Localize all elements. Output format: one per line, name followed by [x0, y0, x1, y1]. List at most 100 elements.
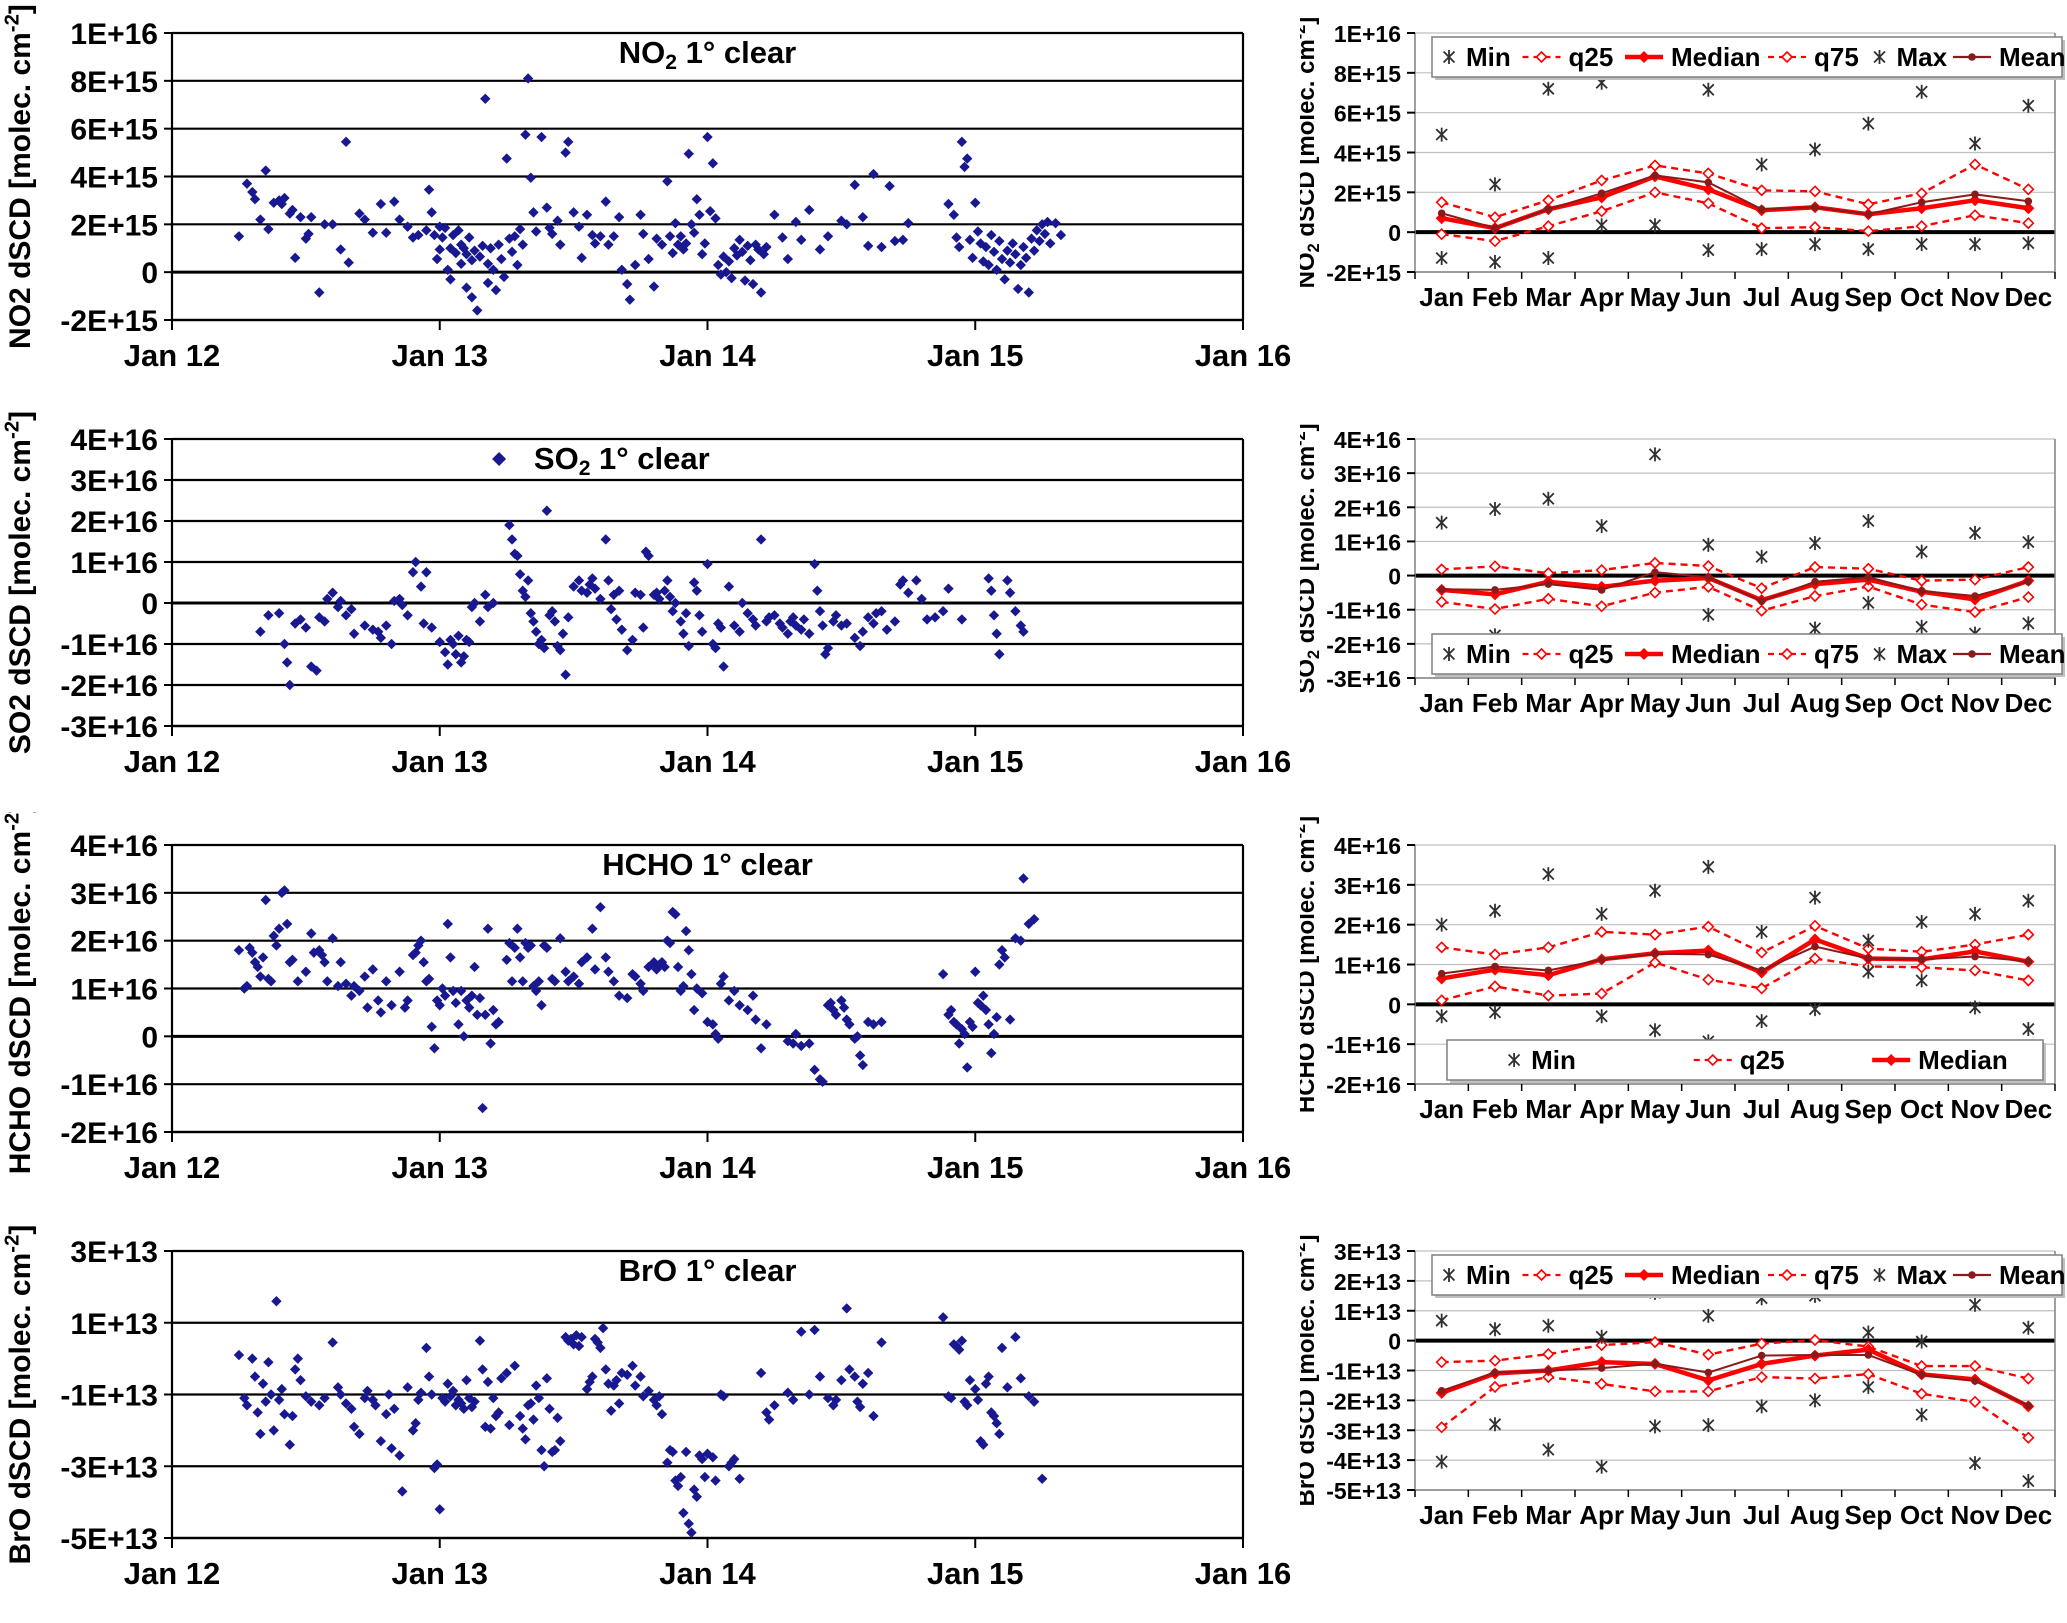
diamond-marker — [381, 227, 392, 238]
x-tick-label: Jan 16 — [1195, 1556, 1292, 1591]
diamond-marker — [279, 192, 290, 204]
legend-entry-min: Min — [1442, 639, 1511, 669]
legend-entry-mean: Mean — [1953, 42, 2065, 72]
diamond-marker — [241, 178, 253, 189]
diamond-marker — [506, 976, 518, 987]
diamond-marker — [247, 1353, 258, 1364]
diamond-marker — [903, 587, 914, 598]
month-label: Apr — [1579, 282, 1624, 312]
diamond-marker — [1915, 598, 1928, 611]
diamond-marker — [421, 567, 432, 578]
star-marker — [2022, 1320, 2035, 1335]
diamond-marker — [1595, 174, 1608, 187]
star-marker — [1755, 549, 1768, 564]
diamond-marker — [466, 1401, 478, 1413]
diamond-marker — [1780, 1268, 1794, 1282]
star-marker — [1862, 595, 1875, 610]
diamond-marker — [729, 985, 740, 997]
diamond-marker — [686, 968, 697, 980]
diamond-marker — [1028, 245, 1040, 256]
circle-marker — [1704, 573, 1713, 582]
circle-marker — [1971, 592, 1979, 600]
series-line — [1441, 585, 2029, 614]
y-axis-title: SO2 dSCD [molec. cm-2] — [2, 411, 37, 754]
diamond-marker — [983, 259, 994, 271]
diamond-marker — [252, 1407, 263, 1418]
diamond-marker — [445, 952, 456, 963]
star-marker — [1968, 1297, 1982, 1312]
diamond-marker — [455, 258, 467, 269]
diamond-marker — [573, 978, 585, 989]
diamond-marker — [710, 1475, 721, 1486]
diamond-marker — [978, 990, 989, 1001]
y-tick-label: -1E+16 — [1326, 598, 1401, 624]
diamond-marker — [809, 1324, 820, 1336]
star-marker — [1702, 243, 1715, 258]
star-marker — [2022, 1022, 2035, 1037]
diamond-marker — [734, 234, 745, 246]
diamond-marker — [1648, 956, 1662, 969]
month-label: Nov — [1950, 688, 2000, 718]
diamond-marker — [501, 153, 512, 164]
y-tick-label: 1E+16 — [1334, 953, 1401, 979]
diamond-marker — [538, 1461, 550, 1472]
circle-marker — [1811, 1351, 1819, 1359]
month-label: Jul — [1743, 1094, 1781, 1124]
diamond-marker — [493, 1016, 504, 1028]
star-marker — [1435, 917, 1448, 932]
diamond-marker — [814, 1371, 826, 1382]
legend-label: Median — [1671, 639, 1761, 669]
diamond-marker — [951, 232, 962, 243]
diamond-marker — [394, 966, 405, 977]
star-marker — [1542, 867, 1555, 882]
star-marker — [1488, 1417, 1502, 1432]
diamond-marker — [434, 1504, 445, 1515]
star-marker — [1968, 525, 1982, 540]
diamond-marker — [327, 933, 338, 944]
series-q25 — [1435, 952, 2035, 1007]
star-marker — [1488, 177, 1502, 192]
circle-marker — [1597, 1364, 1606, 1372]
diamond-marker — [2022, 1372, 2035, 1385]
diamond-marker — [1542, 1347, 1555, 1361]
star-marker — [2022, 893, 2035, 908]
star-marker — [1595, 906, 1608, 921]
star-marker — [1808, 621, 1822, 636]
y-tick-label: 3E+13 — [1334, 1239, 1401, 1265]
diamond-marker — [1435, 1421, 1448, 1434]
diamond-marker — [1808, 1333, 1822, 1347]
diamond-marker — [1542, 1370, 1555, 1384]
star-marker — [1862, 933, 1875, 948]
diamond-marker — [536, 131, 547, 143]
month-label: Jan — [1419, 1094, 1464, 1124]
diamond-marker — [1034, 235, 1045, 247]
y-tick-label: 2E+16 — [70, 926, 158, 959]
diamond-marker — [651, 1400, 662, 1411]
diamond-marker — [1648, 928, 1662, 941]
circle-marker — [1544, 580, 1553, 588]
diamond-marker — [1702, 1374, 1715, 1387]
diamond-marker — [820, 649, 831, 660]
diamond-marker — [359, 971, 370, 982]
diamond-marker — [937, 968, 949, 980]
month-label: Nov — [1950, 282, 2000, 312]
diamond-marker — [490, 284, 502, 296]
diamond-marker — [994, 1428, 1005, 1440]
diamond-marker — [782, 1035, 794, 1047]
diamond-marker — [680, 1446, 692, 1458]
star-marker — [1442, 647, 1456, 661]
diamond-marker — [970, 1383, 981, 1395]
star-marker — [1755, 157, 1768, 172]
y-tick-label: 1E+16 — [70, 18, 158, 51]
diamond-marker — [1755, 946, 1768, 959]
diamond-marker — [281, 657, 293, 668]
y-tick-label: 8E+15 — [70, 66, 158, 99]
diamond-marker — [1002, 1382, 1013, 1393]
diamond-marker — [528, 980, 539, 992]
diamond-marker — [458, 1031, 470, 1042]
star-marker — [1862, 1325, 1875, 1340]
diamond-marker — [1435, 228, 1448, 241]
diamond-marker — [466, 292, 478, 303]
